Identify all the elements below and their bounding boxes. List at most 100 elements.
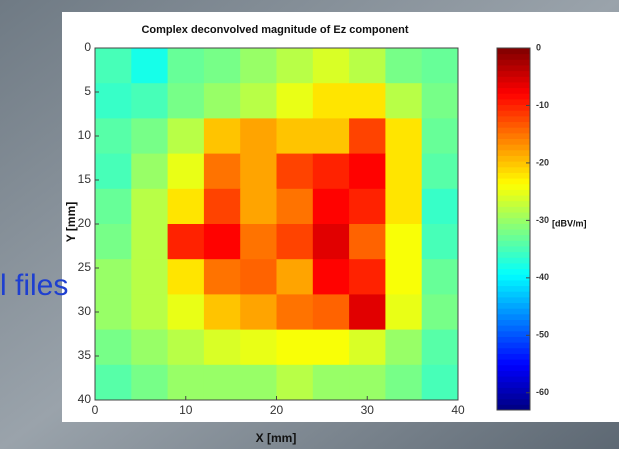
heatmap-cell [95,153,132,190]
colorbar-swatch [497,370,530,377]
colorbar-swatch [497,285,530,292]
heatmap-cell [203,294,241,331]
colorbar-swatch [497,381,530,388]
colorbar-tick-label: -40 [536,272,549,282]
heatmap-cell [240,153,277,190]
x-tick-label: 10 [179,403,193,417]
colorbar-swatch [497,195,530,202]
colorbar-swatch [497,347,530,354]
colorbar-swatch [497,53,530,60]
heatmap-cell [95,48,132,84]
colorbar-swatch [497,313,530,320]
colorbar-swatch [497,274,530,281]
colorbar-swatch [497,376,530,383]
heatmap-cell [276,224,314,260]
x-tick-label: 0 [92,403,99,417]
heatmap-cell [131,83,169,119]
heatmap-cell [203,188,241,225]
colorbar-tick-label: 0 [536,42,541,52]
colorbar-swatch [497,240,530,247]
colorbar-swatch [497,353,530,360]
heatmap-cell [385,118,423,155]
colorbar-swatch [497,308,530,315]
heatmap-cell [240,188,277,225]
heatmap-cell [203,224,241,260]
heatmap-cell [421,188,459,225]
x-tick-label: 40 [451,403,465,417]
y-tick-label: 40 [78,392,92,406]
heatmap-cell [421,259,459,295]
colorbar-swatch [497,161,530,168]
heatmap-cell [421,329,459,366]
heatmap-cell [167,329,205,366]
heatmap-cell [131,48,169,84]
heatmap-cell [131,118,169,155]
heatmap-cell [167,224,205,260]
colorbar-tick-label: -50 [536,330,549,340]
x-tick-label: 20 [270,403,284,417]
heatmap-cell [276,153,314,190]
colorbar-swatch [497,279,530,287]
colorbar-swatch [497,70,530,77]
heatmap-cell [167,294,205,331]
heatmap-cell [421,294,459,331]
colorbar-swatch [497,302,530,309]
colorbar-swatch [497,387,530,394]
heatmap-cell [95,259,132,295]
colorbar-swatch [497,189,530,196]
heatmap-cell [203,118,241,155]
heatmap-cell [203,153,241,190]
y-tick-label: 5 [84,84,91,98]
x-axis-label: X [mm] [256,431,297,445]
heatmap-cell [95,118,132,155]
colorbar-swatch [497,336,530,343]
colorbar-swatch [497,342,530,349]
heatmap-cell [131,294,169,331]
colorbar-swatch [497,206,530,213]
heatmap-cell [131,364,169,401]
heatmap-cell [167,118,205,155]
colorbar-swatch [497,364,530,371]
heatmap-cell [240,329,277,366]
colorbar-tick-label: -60 [536,387,549,397]
colorbar-swatch [497,398,530,405]
slide-text: l files [0,269,68,302]
colorbar-tick-label: -20 [536,157,549,167]
heatmap-cell [421,364,459,401]
heatmap-cell [131,153,169,190]
colorbar-swatch [497,393,530,400]
y-tick-label: 30 [78,304,92,318]
colorbar-swatch [497,200,530,207]
colorbar: 0 -10 -20 -30 -40 -50 -60 [496,42,549,411]
heatmap-cell [203,364,241,401]
heatmap-cell [349,329,386,366]
heatmap-cell [240,259,277,295]
heatmap-cell [276,83,314,119]
heatmap-cell [349,224,386,260]
colorbar-swatch [497,121,530,128]
heatmap-cell [240,224,277,260]
heatmap-cell [312,294,350,331]
colorbar-swatch [497,178,530,185]
heatmap-cell [203,83,241,119]
heatmap-cell [276,188,314,225]
heatmap-cell [385,188,423,225]
colorbar-swatch [497,149,530,156]
chart-title: Complex deconvolved magnitude of Ez comp… [141,24,408,36]
heatmap-cell [167,188,205,225]
heatmap-cell [95,329,132,366]
heatmap-cell [276,259,314,295]
heatmap-cell [385,83,423,119]
colorbar-swatch [497,127,530,134]
y-axis-label: Y [mm] [64,202,78,242]
heatmap-cell [349,188,386,225]
heatmap-cell [240,48,277,84]
colorbar-swatch [497,76,530,83]
colorbar-swatch [497,48,530,55]
colorbar-swatch [497,172,530,179]
heatmap-cell [131,329,169,366]
colorbar-swatch [497,138,530,145]
heatmap-cell [349,153,386,190]
